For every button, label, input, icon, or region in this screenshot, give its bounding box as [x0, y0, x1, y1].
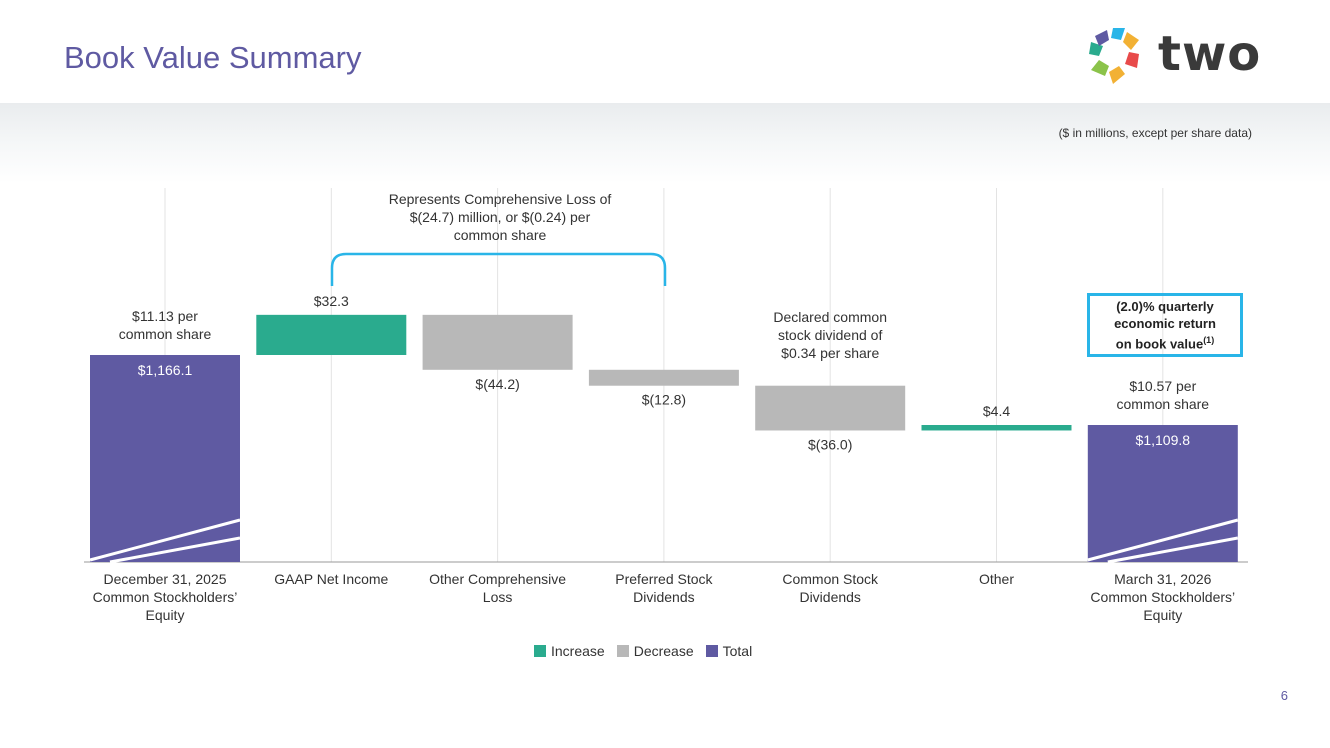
- logo-text: two: [1158, 26, 1262, 82]
- category-label: March 31, 2026: [1114, 571, 1211, 587]
- callout-line-1: (2.0)% quarterly: [1116, 298, 1214, 314]
- end-per-share-note: common share: [1117, 396, 1210, 412]
- data-label: $(44.2): [475, 376, 519, 392]
- bar-decrease: [422, 314, 573, 370]
- comprehensive-loss-note: common share: [454, 227, 547, 243]
- bar-decrease: [588, 369, 739, 386]
- page-title: Book Value Summary: [64, 40, 362, 75]
- data-label: $(36.0): [808, 436, 852, 452]
- legend-increase-label: Increase: [551, 643, 605, 659]
- dividend-note: $0.34 per share: [781, 345, 879, 361]
- axis-break-mark: [109, 536, 241, 564]
- chart-legend: Increase Decrease Total: [534, 643, 764, 659]
- legend-increase-swatch: [534, 645, 546, 657]
- category-label: GAAP Net Income: [274, 571, 388, 587]
- category-label: Common Stockholders’: [1090, 589, 1235, 605]
- comprehensive-loss-note: Represents Comprehensive Loss of: [389, 191, 612, 207]
- start-per-share-note: $11.13 per: [132, 308, 198, 324]
- start-per-share-note: common share: [119, 326, 212, 342]
- data-label: $1,166.1: [138, 362, 193, 378]
- category-label: Common Stock: [782, 571, 879, 587]
- category-label: Dividends: [799, 589, 860, 605]
- category-label: December 31, 2025: [104, 571, 227, 587]
- category-label: Common Stockholders’: [93, 589, 238, 605]
- comprehensive-loss-note: $(24.7) million, or $(0.24) per: [410, 209, 591, 225]
- category-label: Other: [979, 571, 1014, 587]
- bar-increase: [256, 314, 407, 355]
- units-note: ($ in millions, except per share data): [1058, 126, 1252, 140]
- category-label: Dividends: [633, 589, 694, 605]
- legend-total-swatch: [705, 645, 718, 657]
- legend-increase: Increase: [534, 643, 605, 659]
- data-label: $1,109.8: [1136, 432, 1191, 448]
- legend-total: Total: [705, 643, 753, 659]
- two-logo-icon: [1089, 28, 1139, 84]
- callout-line-2: economic return: [1114, 315, 1216, 331]
- end-per-share-note: $10.57 per: [1129, 378, 1196, 394]
- data-label: $(12.8): [642, 392, 686, 408]
- legend-decrease: Decrease: [616, 643, 694, 659]
- dividend-note: Declared common: [773, 309, 887, 325]
- axis-break-mark: [1107, 536, 1239, 564]
- category-label: Equity: [1143, 607, 1182, 623]
- header-band: [0, 103, 1330, 183]
- data-label: $32.3: [314, 293, 349, 309]
- legend-decrease-label: Decrease: [633, 643, 694, 659]
- category-label: Other Comprehensive: [429, 571, 566, 587]
- category-label: Loss: [483, 589, 513, 605]
- bar-increase: [921, 425, 1072, 431]
- axis-break-mark: [1087, 518, 1239, 562]
- page-number: 6: [1280, 688, 1288, 703]
- economic-return-callout: (2.0)% quarterly economic return on book…: [1087, 293, 1243, 357]
- bar-decrease: [755, 385, 906, 431]
- legend-total-label: Total: [722, 643, 753, 659]
- comprehensive-loss-bracket: [330, 252, 667, 286]
- callout-footnote: (1): [1203, 334, 1215, 345]
- dividend-note: stock dividend of: [778, 327, 882, 343]
- bar-total: [90, 355, 240, 562]
- data-label: $4.4: [983, 403, 1010, 419]
- axis-break-mark: [89, 518, 241, 562]
- category-label: Preferred Stock: [615, 571, 713, 587]
- callout-line-3: on book value: [1115, 336, 1204, 352]
- category-label: Equity: [146, 607, 185, 623]
- legend-decrease-swatch: [616, 645, 629, 657]
